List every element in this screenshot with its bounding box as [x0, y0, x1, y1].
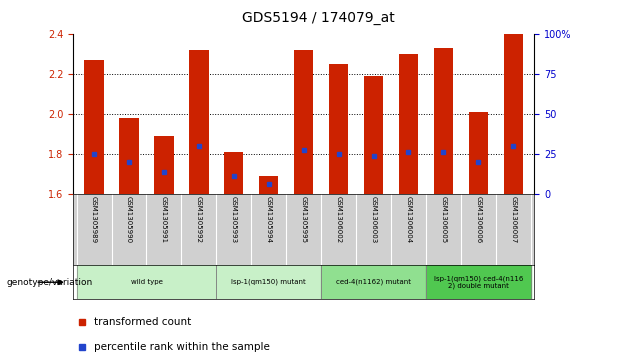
Bar	[329, 64, 349, 194]
Text: lsp-1(qm150) ced-4(n116
2) double mutant: lsp-1(qm150) ced-4(n116 2) double mutant	[434, 275, 523, 289]
Text: GSM1306007: GSM1306007	[510, 196, 516, 244]
Text: wild type: wild type	[130, 279, 162, 285]
Bar	[85, 60, 104, 194]
Bar	[469, 113, 488, 194]
Text: transformed count: transformed count	[94, 318, 191, 327]
Text: GSM1306004: GSM1306004	[406, 196, 411, 244]
Text: GSM1306006: GSM1306006	[475, 196, 481, 244]
Bar	[225, 152, 244, 194]
Text: GSM1306005: GSM1306005	[440, 196, 446, 244]
Text: GDS5194 / 174079_at: GDS5194 / 174079_at	[242, 11, 394, 25]
Text: GSM1305991: GSM1305991	[161, 196, 167, 244]
Bar	[76, 265, 216, 299]
Text: genotype/variation: genotype/variation	[6, 278, 93, 287]
Bar	[434, 48, 453, 194]
Bar	[364, 76, 383, 194]
Text: lsp-1(qm150) mutant: lsp-1(qm150) mutant	[232, 279, 306, 285]
Bar	[426, 265, 531, 299]
Text: GSM1305995: GSM1305995	[301, 196, 307, 243]
Text: ced-4(n1162) mutant: ced-4(n1162) mutant	[336, 279, 411, 285]
Bar	[321, 265, 426, 299]
Text: GSM1305994: GSM1305994	[266, 196, 272, 243]
Bar	[399, 54, 418, 194]
Text: GSM1305989: GSM1305989	[91, 196, 97, 244]
Bar	[504, 34, 523, 194]
Bar	[259, 176, 279, 194]
Bar	[190, 50, 209, 194]
Bar	[216, 265, 321, 299]
Text: GSM1305992: GSM1305992	[196, 196, 202, 243]
Bar	[155, 136, 174, 194]
Text: GSM1305993: GSM1305993	[231, 196, 237, 244]
Bar	[294, 50, 314, 194]
Text: GSM1306002: GSM1306002	[336, 196, 342, 244]
Text: percentile rank within the sample: percentile rank within the sample	[94, 342, 270, 352]
Text: GSM1306003: GSM1306003	[371, 196, 377, 244]
Text: GSM1305990: GSM1305990	[126, 196, 132, 244]
Bar	[120, 118, 139, 194]
